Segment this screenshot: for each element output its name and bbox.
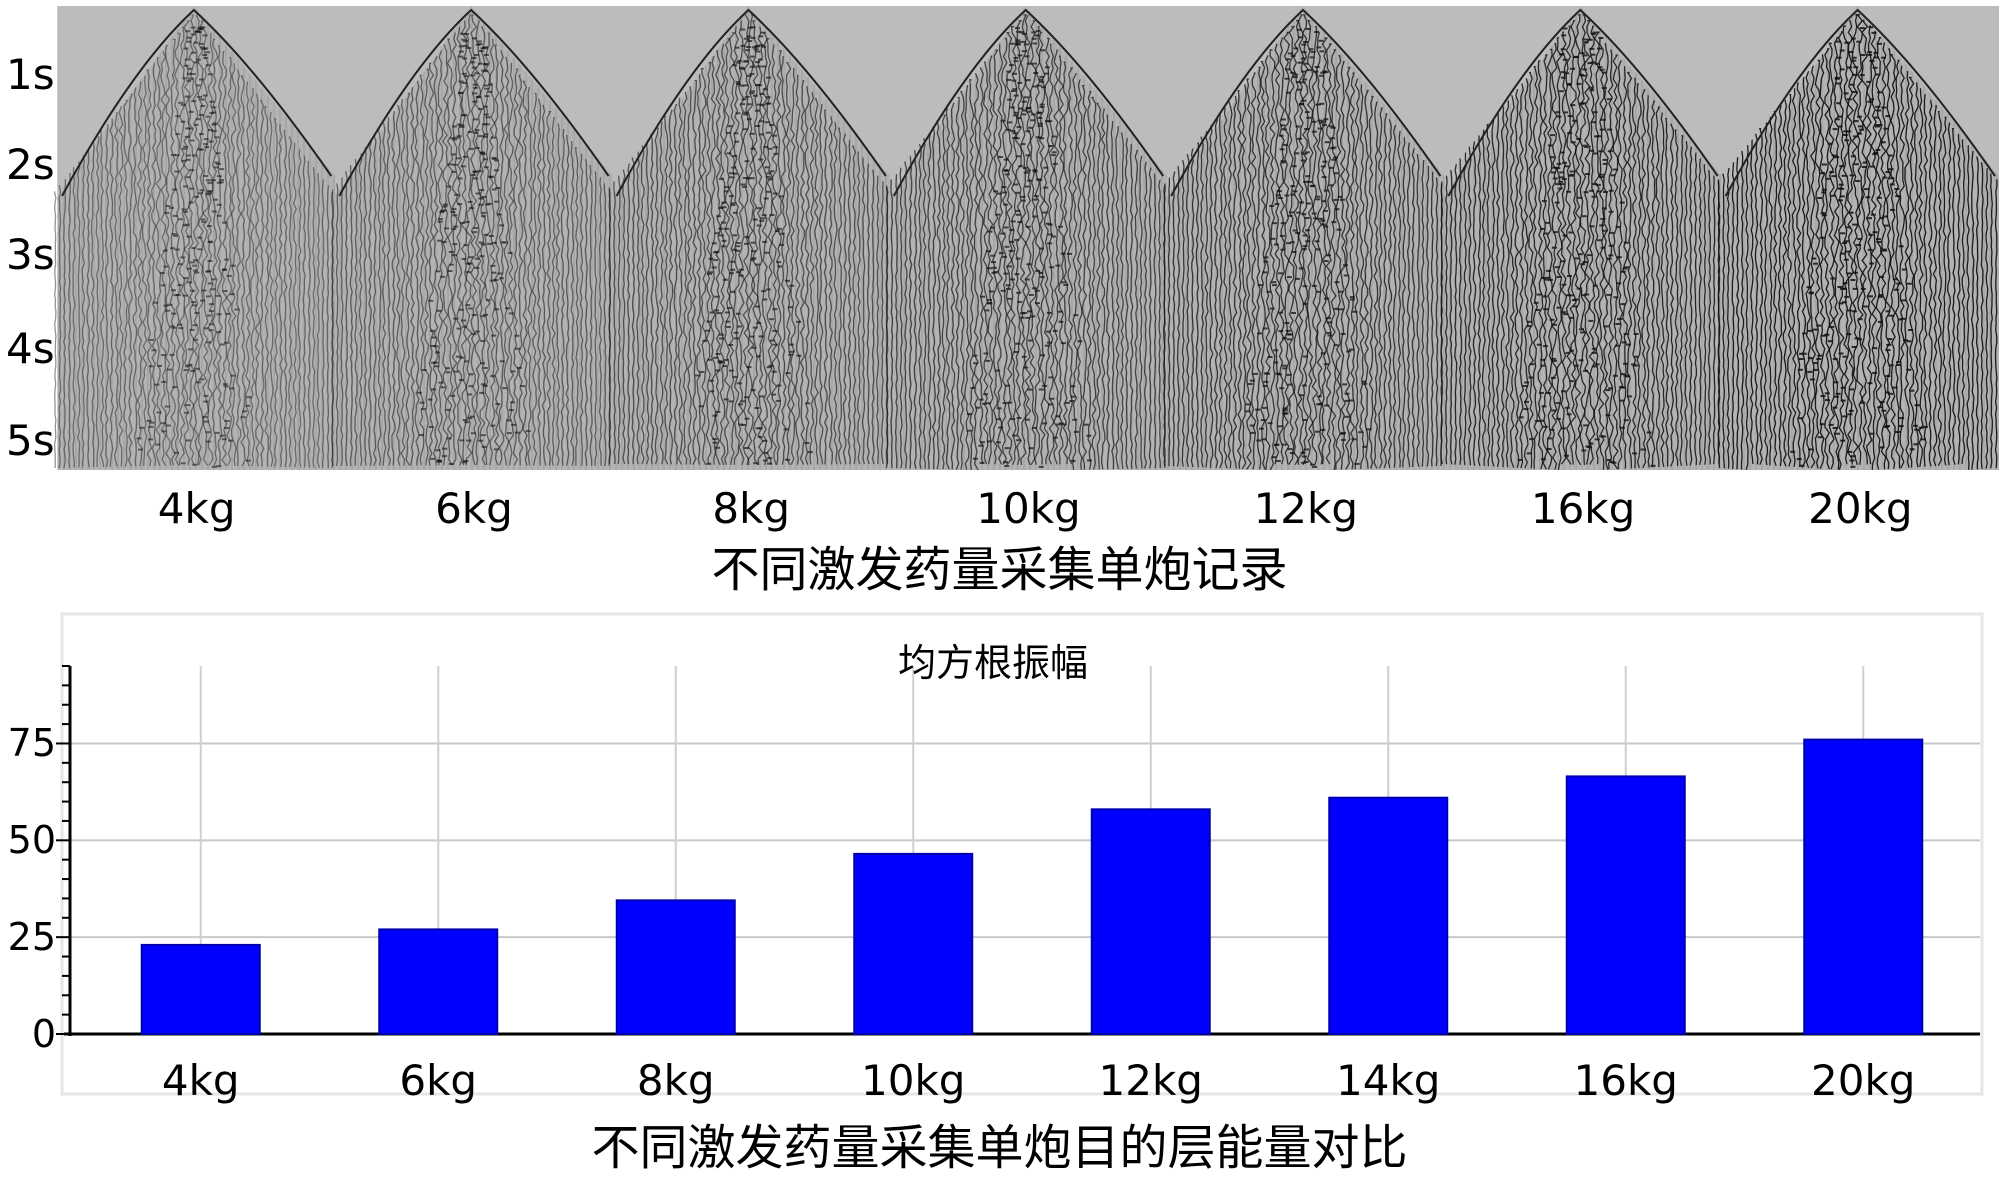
chart-caption: 不同激发药量采集单炮目的层能量对比 xyxy=(591,1120,1408,1176)
seismic-panel-title: 不同激发药量采集单炮记录 xyxy=(711,542,1288,598)
category-label: 8kg xyxy=(636,1056,715,1105)
bar-14kg xyxy=(1328,796,1449,1035)
category-label: 16kg xyxy=(1573,1056,1678,1105)
category-label: 20kg xyxy=(1811,1056,1916,1105)
category-label: 4kg xyxy=(161,1056,240,1105)
shot-record-20kg xyxy=(1717,6,1999,471)
shot-label: 8kg xyxy=(712,484,791,533)
bar-16kg xyxy=(1565,775,1686,1036)
bar-6kg xyxy=(378,928,499,1035)
time-axis-label: 4s xyxy=(6,324,55,373)
bar-10kg xyxy=(853,852,974,1035)
chart-frame xyxy=(60,612,1984,1096)
y-tick-label: 0 xyxy=(31,1012,56,1056)
shot-label: 16kg xyxy=(1530,484,1636,533)
shot-record-10kg xyxy=(885,6,1168,471)
category-label: 12kg xyxy=(1098,1056,1203,1105)
shot-label: 12kg xyxy=(1253,484,1358,533)
y-tick-label: 25 xyxy=(7,915,56,960)
bar-20kg xyxy=(1803,738,1924,1035)
chart-title: 均方根振幅 xyxy=(898,641,1089,685)
shot-record-4kg xyxy=(53,6,336,469)
time-axis-label: 1s xyxy=(6,50,55,99)
category-label: 10kg xyxy=(861,1056,966,1105)
time-axis-label: 3s xyxy=(6,230,55,279)
time-axis-label: 5s xyxy=(6,416,55,465)
shot-label: 4kg xyxy=(157,484,236,533)
shot-label: 6kg xyxy=(435,484,513,533)
time-axis-label: 2s xyxy=(6,140,55,189)
shot-record-8kg xyxy=(608,6,890,466)
y-tick-label: 75 xyxy=(7,721,56,766)
shot-label: 10kg xyxy=(976,484,1081,533)
shot-record-12kg xyxy=(1162,6,1445,471)
category-label: 14kg xyxy=(1336,1056,1441,1105)
category-label: 6kg xyxy=(399,1056,478,1105)
y-tick-label: 50 xyxy=(7,818,56,863)
bar-4kg xyxy=(140,943,261,1036)
shot-record-16kg xyxy=(1440,6,1722,471)
shot-record-6kg xyxy=(331,6,613,467)
shot-label: 20kg xyxy=(1808,484,1913,533)
bar-12kg xyxy=(1090,808,1211,1035)
bar-8kg xyxy=(615,899,736,1036)
seismic-shot-records xyxy=(53,6,1999,471)
